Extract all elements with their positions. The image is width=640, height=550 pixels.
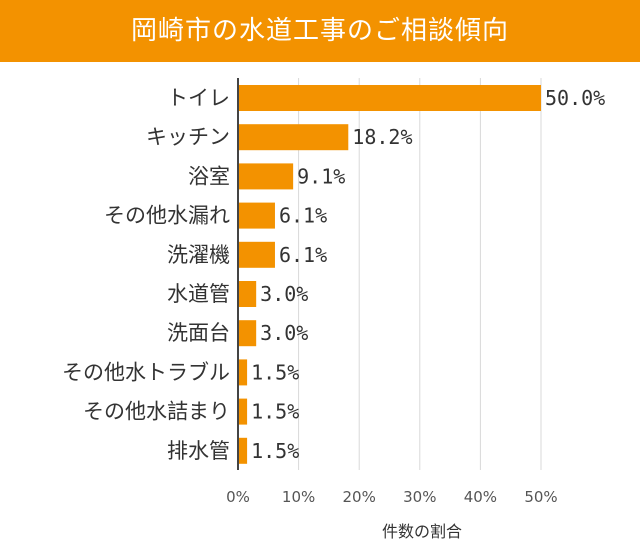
- bar: [238, 437, 248, 464]
- value-label: 9.1%: [297, 164, 345, 188]
- bar: [238, 281, 257, 307]
- category-labels: トイレキッチン浴室その他水漏れ洗濯機水道管洗面台その他水トラブルその他水詰まり排…: [62, 86, 230, 463]
- x-tick-labels: 0% 10% 20% 30% 40% 50%: [226, 488, 558, 506]
- category-label: トイレ: [167, 86, 230, 110]
- value-label: 3.0%: [260, 321, 308, 345]
- value-label: 1.5%: [251, 360, 299, 384]
- bar-chart: トイレキッチン浴室その他水漏れ洗濯機水道管洗面台その他水トラブルその他水詰まり排…: [62, 78, 605, 541]
- x-tick-label: 0%: [226, 488, 250, 506]
- category-label: キッチン: [146, 125, 230, 149]
- category-label: その他水詰まり: [83, 400, 230, 424]
- x-tick-label: 10%: [282, 488, 315, 506]
- x-tick-label: 30%: [403, 488, 436, 506]
- value-label: 1.5%: [251, 439, 299, 463]
- value-label: 50.0%: [545, 86, 605, 110]
- bar: [238, 202, 275, 229]
- value-label: 6.1%: [279, 243, 327, 267]
- value-labels: 50.0% 18.2% 9.1% 6.1% 6.1% 3.0% 3.0% 1.5% 1.5% 1.…: [251, 86, 605, 463]
- gridlines: [298, 78, 542, 470]
- x-tick-label: 40%: [464, 488, 497, 506]
- value-label: 6.1%: [279, 204, 327, 228]
- bar: [238, 359, 248, 386]
- category-label: 洗面台: [167, 321, 230, 345]
- bar: [238, 241, 275, 268]
- category-label: 排水管: [167, 439, 230, 463]
- x-axis-label: 件数の割合: [382, 522, 462, 541]
- bar: [238, 124, 349, 151]
- category-label: 浴室: [188, 164, 230, 188]
- value-label: 18.2%: [352, 125, 412, 149]
- bar: [238, 320, 257, 347]
- category-label: 洗濯機: [167, 243, 230, 267]
- category-label: その他水漏れ: [104, 204, 230, 228]
- value-label: 3.0%: [260, 282, 308, 306]
- category-label: 水道管: [167, 282, 230, 306]
- x-tick-label: 20%: [343, 488, 376, 506]
- bar: [238, 85, 541, 111]
- category-label: その他水トラブル: [62, 360, 230, 384]
- bar: [238, 398, 248, 425]
- value-label: 1.5%: [251, 400, 299, 424]
- bar: [238, 163, 294, 190]
- x-tick-label: 50%: [524, 488, 557, 506]
- bars: [238, 85, 541, 464]
- chart-title: 岡崎市の水道工事のご相談傾向: [0, 0, 640, 62]
